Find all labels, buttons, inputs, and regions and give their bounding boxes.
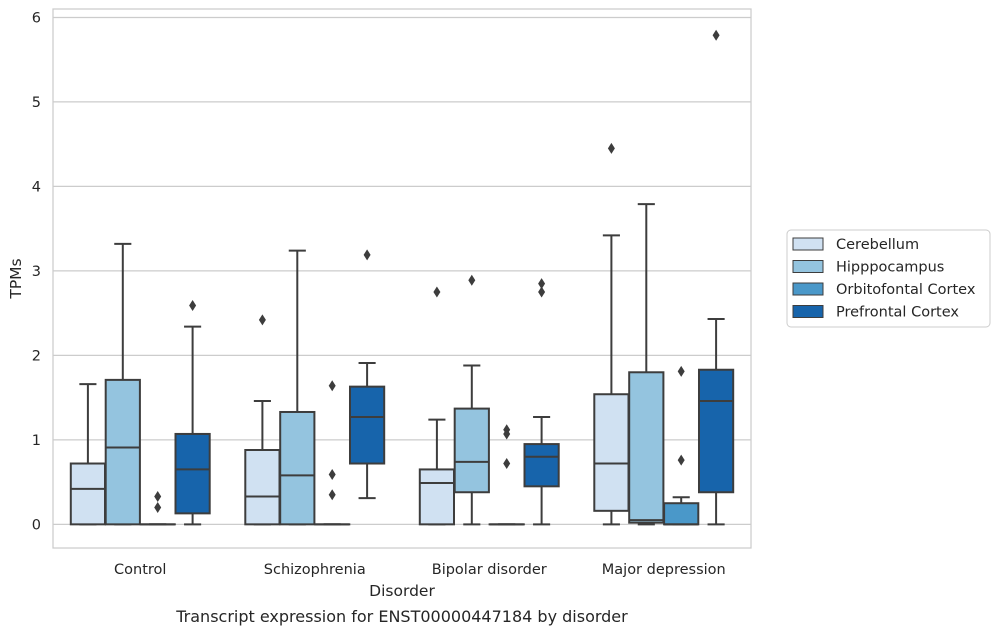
outlier-point (189, 300, 197, 312)
box-hipppocampus (628, 203, 665, 526)
x-tick-label: Schizophrenia (264, 562, 366, 578)
legend-label: Prefrontal Cortex (836, 305, 959, 321)
outlier-point (712, 29, 720, 41)
outlier-point (433, 286, 441, 298)
legend: Cerebellum Hipppocampus Orbitofontal Corte… (786, 229, 991, 328)
y-tick-label: 4 (32, 179, 41, 195)
legend-label: Cerebellum (836, 237, 919, 253)
box-prefrontal-cortex (348, 249, 386, 500)
box-hipppocampus (279, 249, 316, 526)
box-cerebellum (418, 286, 456, 526)
x-tick-label: Control (114, 562, 166, 578)
box-prefrontal-cortex (174, 300, 211, 526)
box-iqr (663, 502, 700, 526)
x-tick-labels: Control Schizophrenia Bipolar disorder Majo… (114, 562, 726, 578)
box-iqr (174, 432, 211, 515)
outlier-point (328, 469, 336, 480)
legend-label: Orbitofontal Cortex (836, 282, 976, 298)
x-axis-label: Disorder (369, 582, 435, 600)
outlier-point (154, 501, 162, 513)
box-cerebellum (593, 142, 630, 526)
box-iqr (523, 443, 560, 488)
y-tick-label: 6 (32, 10, 41, 26)
box-hipppocampus (104, 242, 141, 526)
box-iqr (593, 393, 630, 512)
box-iqr (453, 407, 490, 494)
legend-swatch (792, 260, 824, 273)
outlier-point (328, 489, 336, 501)
box-iqr (418, 468, 456, 526)
outlier-point (468, 274, 476, 286)
box-orbitofontal-cortex (663, 365, 700, 526)
chart-caption: Transcript expression for ENST0000044718… (175, 607, 628, 626)
box-iqr (697, 368, 735, 494)
outlier-point (503, 424, 511, 436)
legend-swatch (792, 305, 824, 318)
y-tick-label: 3 (32, 264, 41, 280)
box-cerebellum (244, 314, 281, 526)
box-prefrontal-cortex (523, 278, 560, 526)
box-iqr (348, 385, 386, 465)
box-iqr (69, 462, 107, 526)
legend-swatch (792, 282, 824, 296)
box-iqr (244, 449, 281, 526)
legend-swatch (792, 237, 824, 251)
y-tick-label: 1 (32, 433, 41, 449)
box-iqr (104, 378, 141, 526)
box-orbitofontal-cortex (314, 380, 351, 526)
outlier-point (258, 314, 266, 326)
y-tick-label: 2 (32, 348, 41, 364)
outlier-point (607, 142, 615, 154)
outlier-point (538, 286, 546, 298)
y-axis-label: TPMs (7, 258, 25, 299)
x-tick-label: Bipolar disorder (432, 562, 547, 578)
box-orbitofontal-cortex (139, 490, 176, 526)
outlier-point (677, 365, 685, 377)
boxes (69, 29, 735, 526)
legend-label: Hipppocampus (836, 260, 944, 276)
y-tick-label: 0 (32, 517, 41, 533)
outlier-point (154, 490, 162, 502)
x-tick-label: Major depression (602, 562, 726, 578)
outlier-point (503, 458, 511, 470)
box-iqr (279, 410, 316, 526)
y-tick-label: 5 (32, 95, 41, 111)
box-prefrontal-cortex (697, 29, 735, 526)
outlier-point (677, 454, 685, 466)
outlier-point (538, 278, 546, 290)
legend-frame (786, 229, 991, 328)
plot-frame (52, 8, 752, 549)
box-orbitofontal-cortex (488, 424, 525, 526)
box-iqr (628, 371, 665, 524)
y-tick-labels: 0 1 2 3 4 5 6 (32, 10, 41, 533)
outlier-point (363, 249, 371, 261)
outlier-point (328, 380, 336, 392)
box-hipppocampus (453, 274, 490, 526)
